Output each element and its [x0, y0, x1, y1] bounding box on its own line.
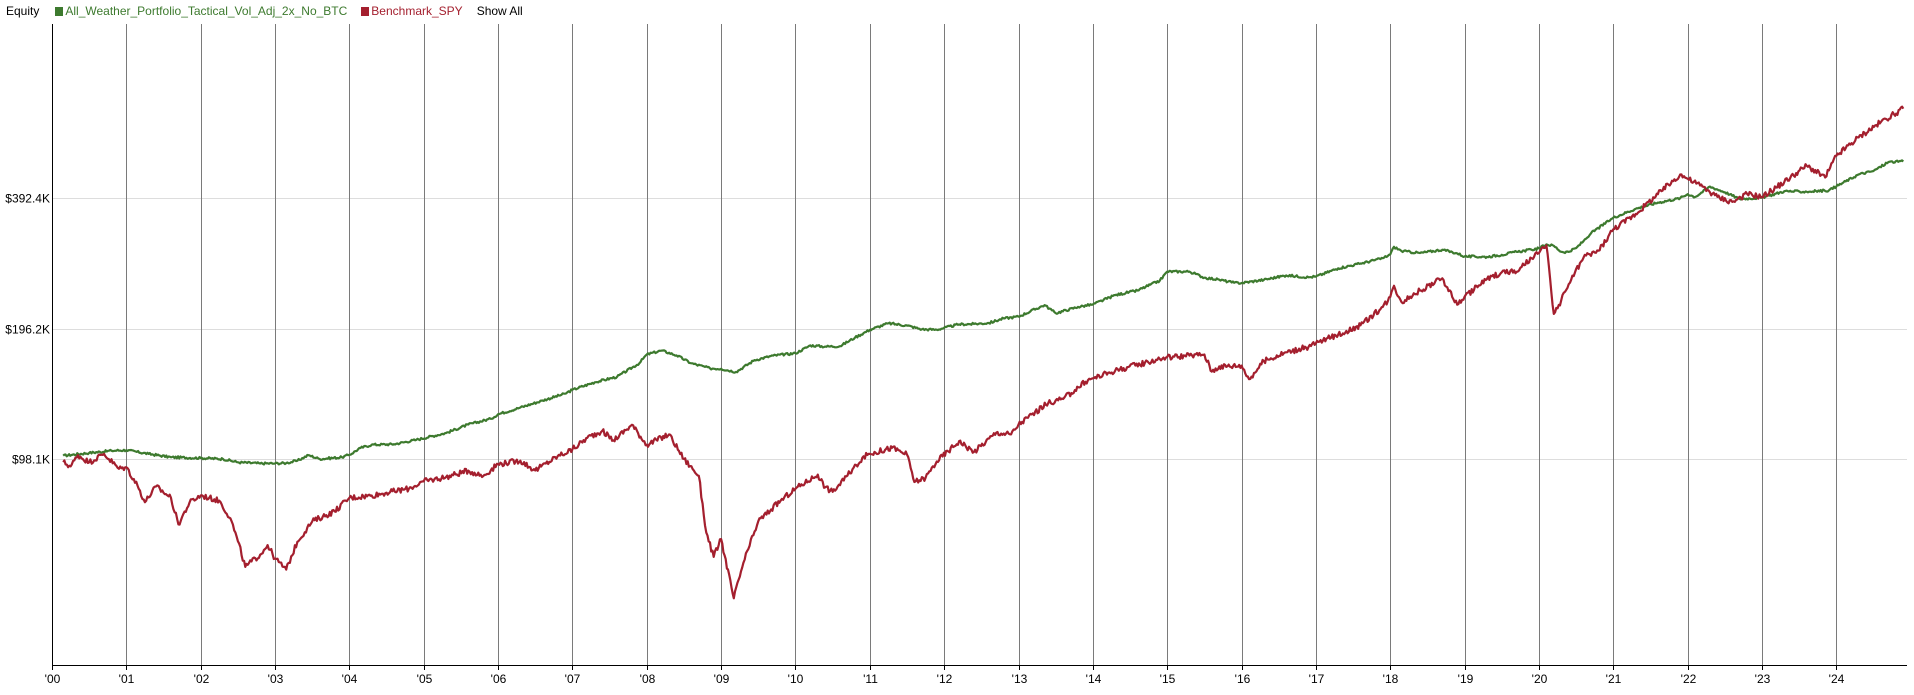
- legend-swatch-benchmark-spy: [361, 6, 370, 16]
- series-line-benchmark-spy: [62, 105, 1905, 600]
- legend-label-all-weather: All_Weather_Portfolio_Tactical_Vol_Adj_2…: [65, 4, 348, 18]
- y-tick-label: $392.4K: [5, 192, 50, 206]
- x-tick-label: '01: [119, 672, 135, 686]
- x-tick-label: '06: [491, 672, 507, 686]
- x-tick-label: '18: [1383, 672, 1399, 686]
- x-tick-label: '23: [1755, 672, 1771, 686]
- series-line-all-weather: [62, 159, 1905, 466]
- x-tick-label: '14: [1086, 672, 1102, 686]
- x-tick-label: '07: [565, 672, 581, 686]
- x-tick-label: '13: [1012, 672, 1028, 686]
- x-tick-label: '04: [342, 672, 358, 686]
- x-tick-label: '03: [268, 672, 284, 686]
- x-tick-label: '19: [1458, 672, 1474, 686]
- x-tick-label: '00: [45, 672, 61, 686]
- x-tick-label: '20: [1532, 672, 1548, 686]
- show-all-button[interactable]: Show All: [476, 4, 523, 18]
- x-tick-label: '21: [1606, 672, 1622, 686]
- x-tick-label: '02: [194, 672, 210, 686]
- legend-label-benchmark-spy: Benchmark_SPY: [371, 4, 463, 18]
- chart-legend: Equity All_Weather_Portfolio_Tactical_Vo…: [6, 3, 523, 19]
- x-tick-label: '15: [1160, 672, 1176, 686]
- x-tick-label: '10: [788, 672, 804, 686]
- y-tick-label: $98.1K: [12, 453, 50, 467]
- x-tick-label: '16: [1235, 672, 1251, 686]
- x-tick-label: '08: [640, 672, 656, 686]
- x-tick-label: '11: [863, 672, 878, 686]
- x-tick-label: '09: [714, 672, 730, 686]
- legend-item-all-weather[interactable]: All_Weather_Portfolio_Tactical_Vol_Adj_2…: [55, 4, 347, 18]
- chart-title: Equity: [6, 4, 40, 18]
- x-tick-label: '12: [937, 672, 953, 686]
- x-tick-label: '22: [1681, 672, 1697, 686]
- y-tick-label: $196.2K: [5, 323, 50, 337]
- legend-item-benchmark-spy[interactable]: Benchmark_SPY: [361, 4, 463, 18]
- legend-swatch-all-weather: [55, 6, 64, 16]
- x-tick-label: '05: [417, 672, 433, 686]
- x-tick-label: '17: [1309, 672, 1325, 686]
- x-tick-label: '24: [1829, 672, 1845, 686]
